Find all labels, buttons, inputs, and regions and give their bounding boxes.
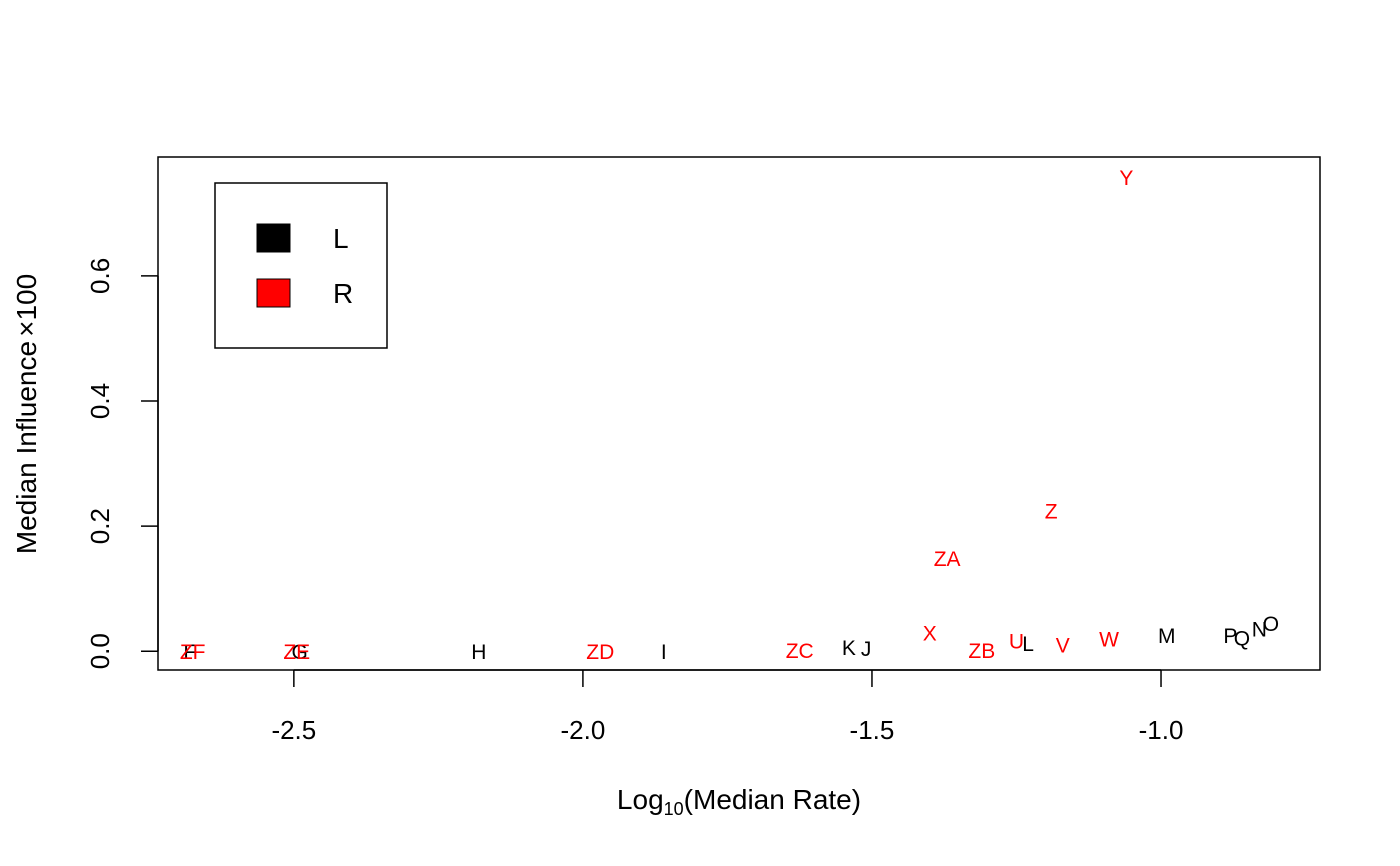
y-axis-title-text: Median Influence (11, 341, 42, 554)
legend-label-l: L (333, 223, 349, 254)
point-label-j: J (861, 638, 872, 661)
y-tick-label: 0.2 (85, 508, 115, 544)
point-label-f: F (183, 641, 196, 664)
x-axis-title: Log10(Median Rate) (617, 784, 861, 819)
data-points: F G H I K J L M PQ NO ZF ZE ZD ZC X ZB U V W ZA Z Y (180, 167, 1279, 664)
y-tick-label: 0.6 (85, 258, 115, 294)
legend: L R (214, 182, 388, 349)
y-axis-title: Median Influence ×100 (11, 274, 42, 554)
legend-box (214, 182, 388, 349)
y-tick-label: 0.0 (85, 633, 115, 669)
y-axis-title-times: × (11, 321, 42, 337)
point-label-za: ZA (934, 548, 961, 571)
legend-swatch-r (256, 278, 291, 308)
point-label-m: M (1158, 625, 1176, 648)
x-axis-title-rest: (Median Rate) (684, 784, 861, 815)
legend-label-r: R (333, 278, 353, 309)
point-label-i: I (661, 641, 667, 664)
point-label-n: N (1252, 619, 1267, 642)
point-label-v: V (1056, 634, 1070, 657)
y-tick-label: 0.4 (85, 383, 115, 419)
x-tick-label: -2.0 (561, 715, 606, 745)
point-label-o: O (1263, 613, 1279, 636)
point-label-zc: ZC (786, 640, 814, 663)
point-label-p: P (1223, 625, 1237, 648)
y-axis: 0.0 0.2 0.4 0.6 (85, 258, 159, 669)
point-label-x: X (923, 622, 937, 645)
point-label-g: G (291, 641, 307, 664)
x-axis-title-base: Log (617, 784, 664, 815)
point-label-w: W (1099, 629, 1119, 652)
x-axis: -2.5 -2.0 -1.5 -1.0 (271, 669, 1184, 745)
point-label-q: Q (1234, 627, 1250, 650)
point-label-z: Z (1045, 500, 1058, 523)
point-label-zb: ZB (968, 640, 995, 663)
point-label-zd: ZD (586, 641, 614, 664)
point-label-y: Y (1119, 167, 1133, 190)
point-label-k: K (842, 637, 856, 660)
x-axis-title-subscript: 10 (664, 799, 684, 819)
legend-swatch-l (256, 223, 291, 253)
point-label-ze: ZE (283, 641, 310, 664)
point-label-l: L (1022, 633, 1034, 656)
point-label-h: H (471, 641, 486, 664)
x-tick-label: -1.0 (1139, 715, 1184, 745)
y-axis-title-num: 100 (11, 274, 42, 321)
point-label-u: U (1009, 631, 1024, 654)
x-tick-label: -2.5 (271, 715, 316, 745)
point-label-zf: ZF (180, 641, 206, 664)
x-tick-label: -1.5 (850, 715, 895, 745)
